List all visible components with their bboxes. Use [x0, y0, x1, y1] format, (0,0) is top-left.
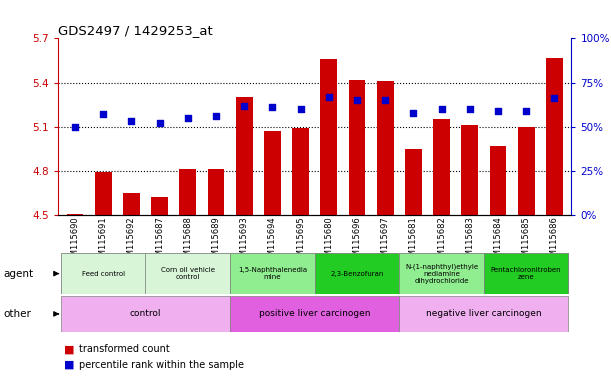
Text: Corn oil vehicle
control: Corn oil vehicle control — [161, 267, 214, 280]
Bar — [208, 169, 224, 215]
Bar — [546, 58, 563, 215]
Text: agent: agent — [3, 268, 33, 279]
Point — [268, 104, 277, 110]
Point — [183, 115, 192, 121]
Point — [409, 109, 419, 116]
Bar — [433, 119, 450, 215]
Point — [324, 94, 334, 100]
Point — [437, 106, 447, 112]
FancyBboxPatch shape — [399, 296, 568, 332]
FancyBboxPatch shape — [61, 253, 568, 294]
Text: Feed control: Feed control — [82, 271, 125, 276]
Bar — [236, 97, 252, 215]
FancyBboxPatch shape — [315, 253, 399, 294]
Point — [493, 108, 503, 114]
Point — [549, 95, 559, 101]
FancyBboxPatch shape — [484, 253, 568, 294]
Text: 1,5-Naphthalenedia
mine: 1,5-Naphthalenedia mine — [238, 267, 307, 280]
Text: N-(1-naphthyl)ethyle
nediamine
dihydrochloride: N-(1-naphthyl)ethyle nediamine dihydroch… — [405, 263, 478, 284]
Point — [521, 108, 531, 114]
Bar — [518, 127, 535, 215]
Point — [240, 103, 249, 109]
Point — [352, 97, 362, 103]
Bar — [461, 125, 478, 215]
Text: positive liver carcinogen: positive liver carcinogen — [259, 310, 370, 318]
Point — [155, 120, 164, 126]
Text: negative liver carcinogen: negative liver carcinogen — [426, 310, 542, 318]
Point — [70, 124, 80, 130]
Bar — [264, 131, 281, 215]
Text: control: control — [130, 310, 161, 318]
Bar — [179, 169, 196, 215]
Bar — [489, 146, 507, 215]
Point — [98, 111, 108, 118]
FancyBboxPatch shape — [399, 253, 484, 294]
FancyBboxPatch shape — [61, 253, 145, 294]
Point — [211, 113, 221, 119]
Text: GDS2497 / 1429253_at: GDS2497 / 1429253_at — [58, 24, 213, 37]
Bar — [348, 79, 365, 215]
Point — [126, 118, 136, 124]
Text: ■: ■ — [64, 344, 75, 354]
Bar — [377, 81, 393, 215]
Point — [380, 97, 390, 103]
Bar — [320, 59, 337, 215]
Point — [296, 106, 306, 112]
Text: ■: ■ — [64, 360, 75, 370]
Bar — [151, 197, 168, 215]
Text: Pentachloronitroben
zene: Pentachloronitroben zene — [491, 267, 562, 280]
FancyBboxPatch shape — [145, 253, 230, 294]
Text: 2,3-Benzofuran: 2,3-Benzofuran — [331, 271, 384, 276]
Bar — [95, 172, 112, 215]
Bar — [292, 128, 309, 215]
Text: percentile rank within the sample: percentile rank within the sample — [79, 360, 244, 370]
Bar — [67, 214, 84, 215]
Text: other: other — [3, 309, 31, 319]
Bar — [405, 149, 422, 215]
Bar — [123, 193, 140, 215]
FancyBboxPatch shape — [230, 296, 399, 332]
Point — [465, 106, 475, 112]
FancyBboxPatch shape — [230, 253, 315, 294]
FancyBboxPatch shape — [61, 296, 230, 332]
Text: transformed count: transformed count — [79, 344, 170, 354]
